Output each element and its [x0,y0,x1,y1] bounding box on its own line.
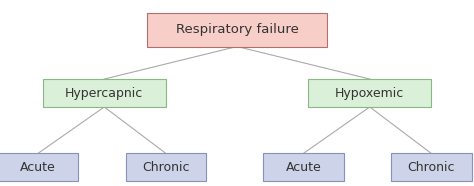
Text: Acute: Acute [20,161,56,174]
Text: Acute: Acute [285,161,321,174]
Text: Hypercapnic: Hypercapnic [65,86,144,100]
FancyBboxPatch shape [43,79,166,107]
Text: Chronic: Chronic [142,161,190,174]
FancyBboxPatch shape [391,153,472,181]
Text: Respiratory failure: Respiratory failure [175,23,299,36]
FancyBboxPatch shape [263,153,344,181]
Text: Hypoxemic: Hypoxemic [335,86,404,100]
FancyBboxPatch shape [126,153,206,181]
FancyBboxPatch shape [308,79,431,107]
Text: Chronic: Chronic [408,161,455,174]
FancyBboxPatch shape [147,13,327,46]
FancyBboxPatch shape [0,153,78,181]
